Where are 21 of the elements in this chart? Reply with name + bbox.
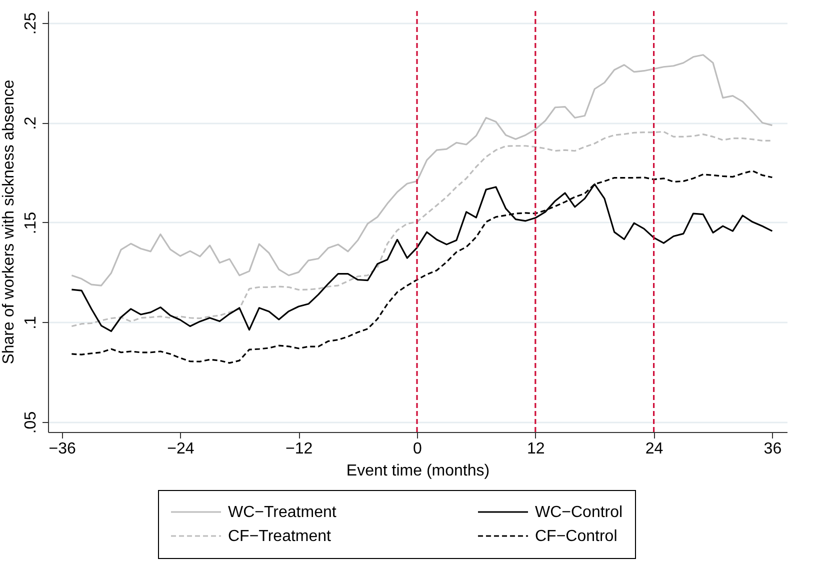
legend-label: WC−Control <box>535 504 623 521</box>
x-tick-label: −24 <box>167 440 194 458</box>
y-tick-label: .05 <box>22 411 40 434</box>
legend-label: WC−Treatment <box>228 504 337 521</box>
y-tick-label: .1 <box>22 316 40 330</box>
x-tick-label: 36 <box>764 440 782 458</box>
x-axis-title: Event time (months) <box>346 462 490 480</box>
y-axis-title: Share of workers with sickness absence <box>0 80 18 364</box>
legend-label: CF−Control <box>535 528 618 545</box>
y-tick-label: .15 <box>22 212 40 234</box>
x-tick-label: −12 <box>286 440 313 458</box>
line-series <box>70 170 773 364</box>
line-series <box>70 130 773 328</box>
x-tick-label: −36 <box>48 440 76 458</box>
y-tick-label: .25 <box>22 12 40 35</box>
line-series <box>70 54 773 286</box>
x-tick-label: 0 <box>413 440 422 458</box>
x-tick-label: 12 <box>527 440 545 458</box>
legend-label: CF−Treatment <box>228 528 332 545</box>
x-tick-label: 24 <box>645 440 664 458</box>
y-tick-label: .2 <box>22 116 40 130</box>
